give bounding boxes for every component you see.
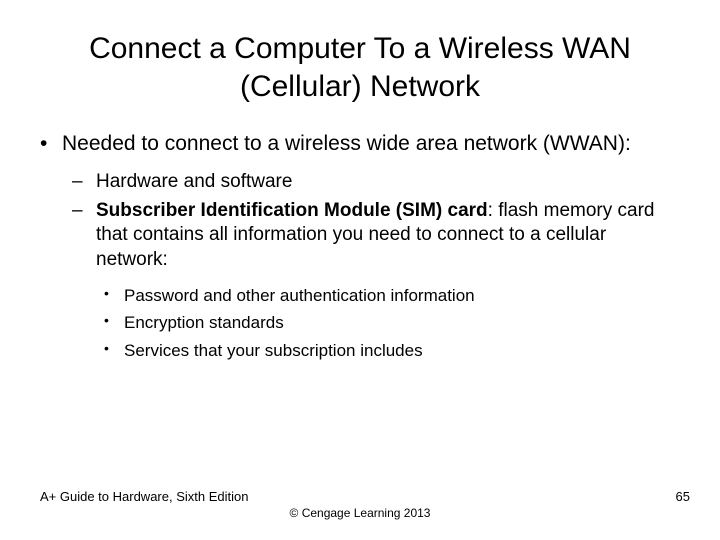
list-item: Encryption standards <box>124 310 682 336</box>
slide-title: Connect a Computer To a Wireless WAN (Ce… <box>38 30 682 105</box>
slide: Connect a Computer To a Wireless WAN (Ce… <box>0 0 720 540</box>
list-item: Services that your subscription includes <box>124 338 682 364</box>
list-item-text: Password and other authentication inform… <box>124 286 475 305</box>
list-item-text: Services that your subscription includes <box>124 341 423 360</box>
list-item: Password and other authentication inform… <box>124 283 682 309</box>
footer-copyright: © Cengage Learning 2013 <box>0 506 720 520</box>
list-item-bold: Subscriber Identification Module (SIM) c… <box>96 200 488 221</box>
footer-book-title: A+ Guide to Hardware, Sixth Edition <box>40 489 248 504</box>
list-item-text: Needed to connect to a wireless wide are… <box>62 132 631 155</box>
list-item: Subscriber Identification Module (SIM) c… <box>96 199 682 364</box>
bullet-list-level3: Password and other authentication inform… <box>96 283 682 364</box>
list-item-text: Hardware and software <box>96 171 292 192</box>
bullet-list-level1: Needed to connect to a wireless wide are… <box>38 131 682 363</box>
list-item: Needed to connect to a wireless wide are… <box>62 131 682 363</box>
list-item-text: Encryption standards <box>124 313 284 332</box>
footer-page-number: 65 <box>676 489 690 504</box>
list-item: Hardware and software <box>96 170 682 195</box>
bullet-list-level2: Hardware and software Subscriber Identif… <box>62 170 682 363</box>
